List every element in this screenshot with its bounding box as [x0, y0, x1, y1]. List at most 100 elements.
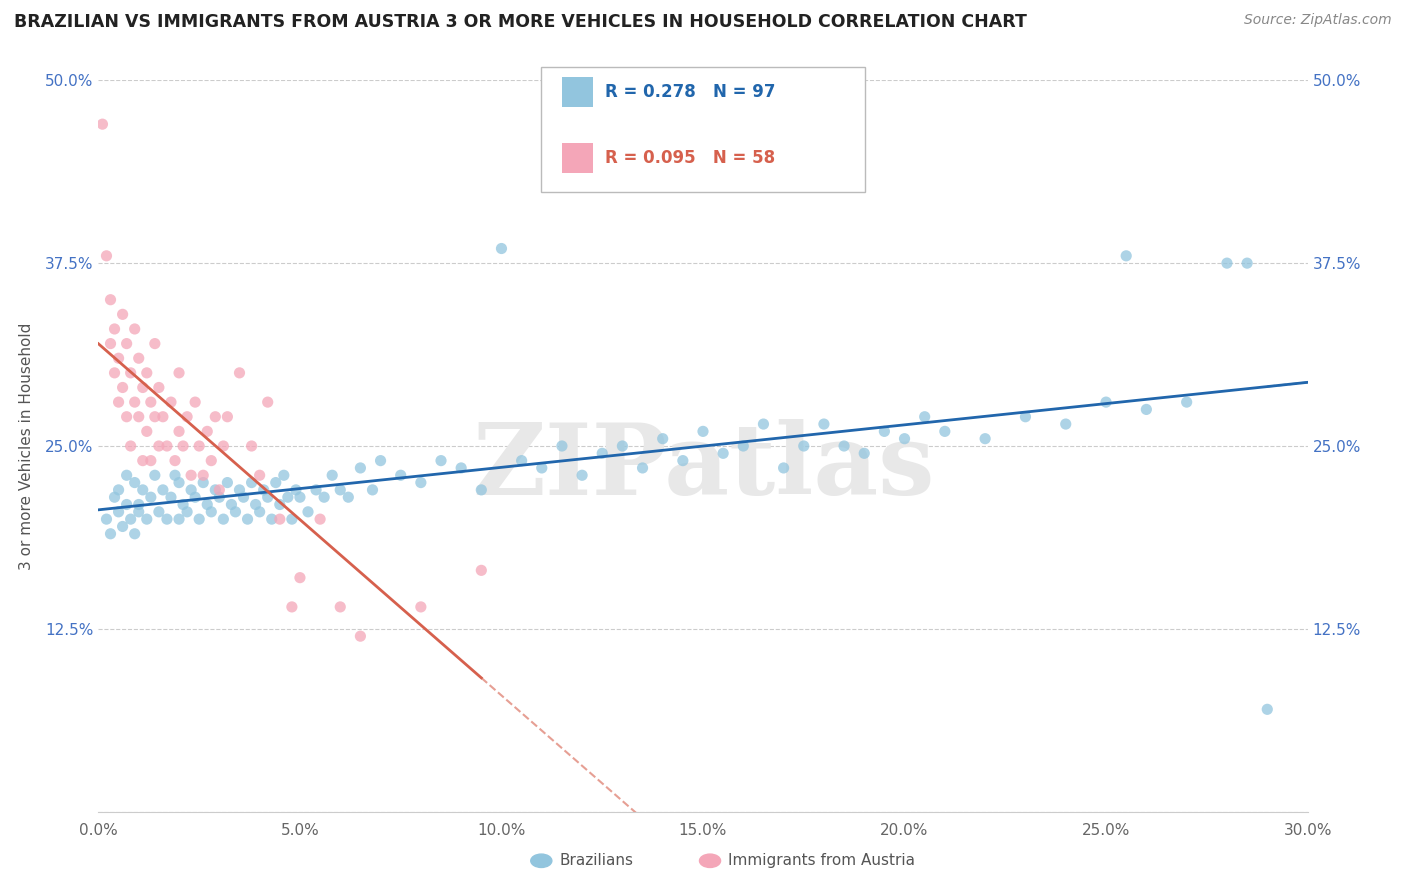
Point: [249, 468, 271, 483]
Point: [228, 483, 250, 497]
Point: [224, 505, 246, 519]
Point: [124, 526, 146, 541]
Point: [115, 336, 138, 351]
Point: [253, 483, 276, 497]
Point: [309, 512, 332, 526]
Point: [612, 439, 634, 453]
Point: [163, 453, 186, 467]
Point: [260, 512, 283, 526]
Point: [297, 505, 319, 519]
Point: [232, 490, 254, 504]
Point: [120, 512, 142, 526]
Point: [139, 453, 162, 467]
Point: [135, 425, 157, 439]
Point: [132, 453, 155, 467]
Point: [111, 380, 134, 394]
Point: [1236, 256, 1258, 270]
Point: [240, 439, 263, 453]
Point: [430, 453, 453, 467]
Point: [240, 475, 263, 490]
Point: [200, 453, 222, 467]
Point: [337, 490, 360, 504]
Point: [361, 483, 384, 497]
Point: [321, 468, 343, 483]
Point: [1095, 395, 1118, 409]
Point: [148, 505, 170, 519]
Point: [135, 512, 157, 526]
Point: [236, 512, 259, 526]
Point: [107, 351, 129, 366]
Point: [329, 483, 352, 497]
Text: ZIPatlas: ZIPatlas: [472, 419, 934, 516]
Point: [288, 490, 311, 504]
Point: [269, 498, 291, 512]
Point: [128, 498, 150, 512]
Point: [172, 439, 194, 453]
Point: [752, 417, 775, 431]
Point: [221, 498, 243, 512]
Point: [107, 395, 129, 409]
Point: [152, 483, 174, 497]
Point: [96, 249, 118, 263]
Point: [160, 395, 183, 409]
Point: [733, 439, 755, 453]
Point: [115, 498, 138, 512]
Point: [115, 409, 138, 424]
Point: [148, 380, 170, 394]
Point: [143, 409, 166, 424]
Point: [100, 293, 122, 307]
Point: [873, 425, 896, 439]
Point: [184, 490, 207, 504]
Point: [217, 409, 239, 424]
Point: [914, 409, 936, 424]
Point: [813, 417, 835, 431]
Text: BRAZILIAN VS IMMIGRANTS FROM AUSTRIA 3 OR MORE VEHICLES IN HOUSEHOLD CORRELATION: BRAZILIAN VS IMMIGRANTS FROM AUSTRIA 3 O…: [14, 13, 1026, 31]
Point: [212, 439, 235, 453]
Point: [217, 475, 239, 490]
Point: [1175, 395, 1198, 409]
Point: [314, 490, 336, 504]
Point: [193, 475, 215, 490]
Point: [832, 439, 855, 453]
Point: [281, 599, 304, 614]
Point: [1014, 409, 1036, 424]
Point: [124, 322, 146, 336]
Point: [103, 322, 125, 336]
Point: [470, 563, 492, 577]
Point: [124, 395, 146, 409]
Point: [204, 409, 226, 424]
Point: [143, 336, 166, 351]
Point: [143, 468, 166, 483]
Point: [1216, 256, 1239, 270]
Text: R = 0.095   N = 58: R = 0.095 N = 58: [605, 149, 775, 167]
Point: [329, 599, 352, 614]
Point: [167, 475, 190, 490]
Point: [91, 117, 114, 131]
Point: [156, 512, 179, 526]
Point: [152, 409, 174, 424]
Point: [180, 468, 202, 483]
Point: [551, 439, 574, 453]
Point: [107, 483, 129, 497]
Point: [167, 512, 190, 526]
Point: [128, 409, 150, 424]
Point: [1256, 702, 1278, 716]
Point: [103, 490, 125, 504]
Y-axis label: 3 or more Vehicles in Household: 3 or more Vehicles in Household: [18, 322, 34, 570]
Point: [148, 439, 170, 453]
Point: [111, 307, 134, 321]
Point: [172, 498, 194, 512]
Point: [631, 461, 654, 475]
Text: Brazilians: Brazilians: [560, 854, 634, 868]
Point: [409, 599, 432, 614]
Point: [530, 461, 553, 475]
Point: [772, 461, 794, 475]
Point: [510, 453, 533, 467]
Point: [273, 468, 295, 483]
Point: [249, 505, 271, 519]
Point: [284, 483, 307, 497]
Point: [200, 505, 222, 519]
Point: [228, 366, 250, 380]
Point: [370, 453, 392, 467]
Point: [1135, 402, 1157, 417]
